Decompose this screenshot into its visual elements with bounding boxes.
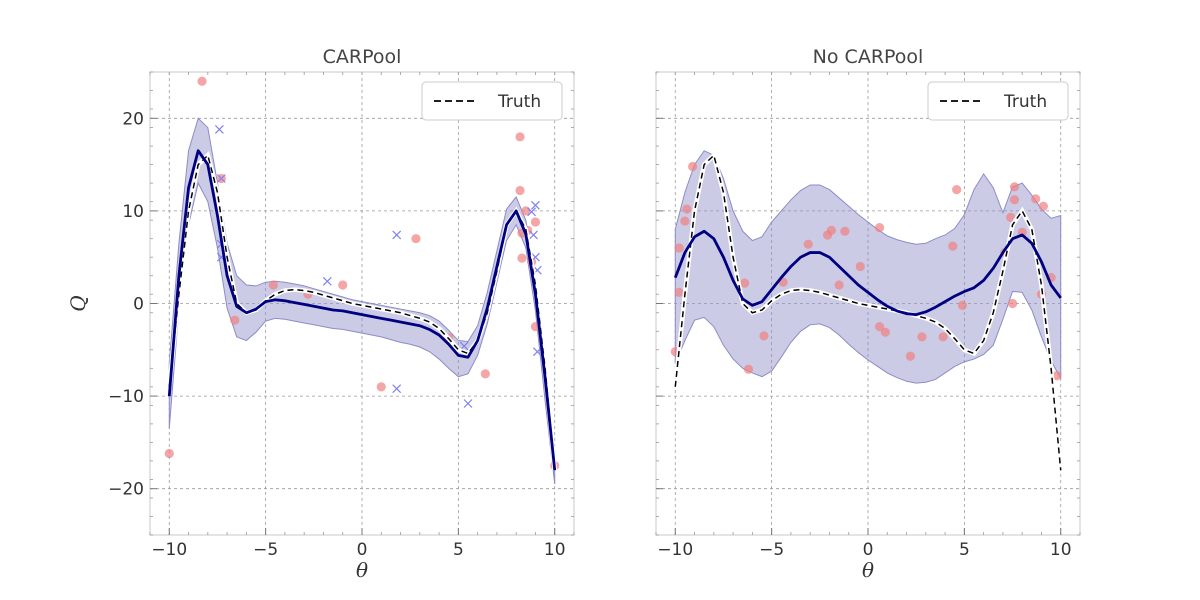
data-point: [530, 217, 541, 227]
x-tick-label: −10: [151, 540, 187, 560]
data-point: [1031, 194, 1041, 204]
carpool-panel: −10 −5 0 5 10 −20 −10 0 10 20 CARPool θ Q Truth: [66, 46, 575, 582]
data-point: [480, 369, 490, 379]
y-tick-label: −20: [108, 480, 144, 500]
data-point: [874, 322, 885, 332]
data-point: [948, 241, 958, 251]
data-point: [743, 364, 754, 374]
cross-marker: [214, 124, 224, 134]
data-point: [674, 287, 684, 297]
data-point: [376, 382, 386, 392]
fit-line: [167, 149, 557, 471]
cross-marker: [392, 384, 402, 394]
data-point: [938, 332, 948, 342]
plot-content: [670, 150, 1063, 471]
data-point: [1006, 212, 1016, 222]
data-point: [826, 225, 836, 235]
data-point: [917, 332, 927, 342]
cross-marker: [216, 174, 226, 183]
y-tick-label: 0: [133, 295, 144, 315]
cross-marker: [532, 347, 542, 357]
data-point: [957, 300, 968, 310]
legend-box: [927, 81, 1069, 121]
truth-line: [168, 153, 556, 471]
x-tick-label: 0: [357, 540, 368, 560]
x-tick-label: −5: [759, 540, 784, 560]
x-tick-label: 0: [863, 540, 874, 560]
x-tick-label: 10: [544, 540, 566, 560]
data-point: [905, 351, 916, 361]
cross-marker: [529, 230, 538, 240]
cross-marker: [392, 230, 402, 240]
data-point: [759, 331, 769, 341]
y-tick-label: 20: [122, 109, 144, 129]
panel-title: CARPool: [323, 46, 402, 68]
data-point: [197, 76, 207, 86]
legend-box: [421, 81, 563, 121]
cross-marker: [322, 276, 332, 286]
data-point: [880, 327, 890, 337]
data-point: [740, 278, 750, 288]
legend: Truth: [927, 81, 1069, 121]
data-point: [515, 185, 525, 196]
confidence-band: [674, 150, 1062, 384]
data-point: [682, 204, 692, 214]
data-point: [268, 280, 278, 290]
data-point: [515, 132, 525, 142]
y-tick-label: 10: [122, 202, 144, 222]
cross-marker: [463, 399, 473, 408]
cross-marker: [531, 200, 540, 210]
data-point: [517, 253, 527, 263]
data-point: [411, 234, 421, 244]
y-tick-label: −10: [108, 387, 144, 407]
no-carpool-panel: −10 −5 0 5 10 No CARPool θ Truth: [655, 46, 1081, 582]
data-point: [164, 448, 174, 459]
x-axis-label: θ: [862, 558, 874, 582]
data-point: [1038, 201, 1048, 211]
data-point: [688, 161, 698, 172]
panel-title: No CARPool: [813, 46, 924, 68]
data-point: [874, 222, 885, 233]
data-point: [1009, 195, 1020, 205]
data-point: [1009, 182, 1020, 192]
x-tick-label: 5: [453, 540, 464, 560]
legend-label: Truth: [1003, 92, 1047, 112]
data-point: [230, 315, 240, 325]
legend: Truth: [421, 81, 563, 121]
data-point: [952, 185, 962, 195]
cross-marker: [527, 207, 537, 217]
data-point: [834, 280, 844, 290]
data-point: [1052, 371, 1062, 381]
fit-line: [673, 229, 1062, 317]
data-point: [840, 226, 850, 236]
x-axis-label: θ: [356, 558, 368, 582]
data-point: [855, 261, 865, 272]
x-tick-label: −5: [253, 540, 278, 560]
data-point: [680, 216, 690, 226]
truth-line: [674, 153, 1062, 471]
data-point: [674, 243, 684, 253]
y-axis-label: Q: [66, 295, 90, 311]
data-point: [803, 239, 813, 249]
legend-label: Truth: [497, 92, 541, 112]
plot-content: [164, 76, 560, 485]
data-point: [338, 280, 348, 290]
x-tick-label: −10: [657, 540, 693, 560]
x-tick-label: 5: [959, 540, 970, 560]
x-tick-label: 10: [1050, 540, 1072, 560]
data-point: [1007, 298, 1018, 309]
